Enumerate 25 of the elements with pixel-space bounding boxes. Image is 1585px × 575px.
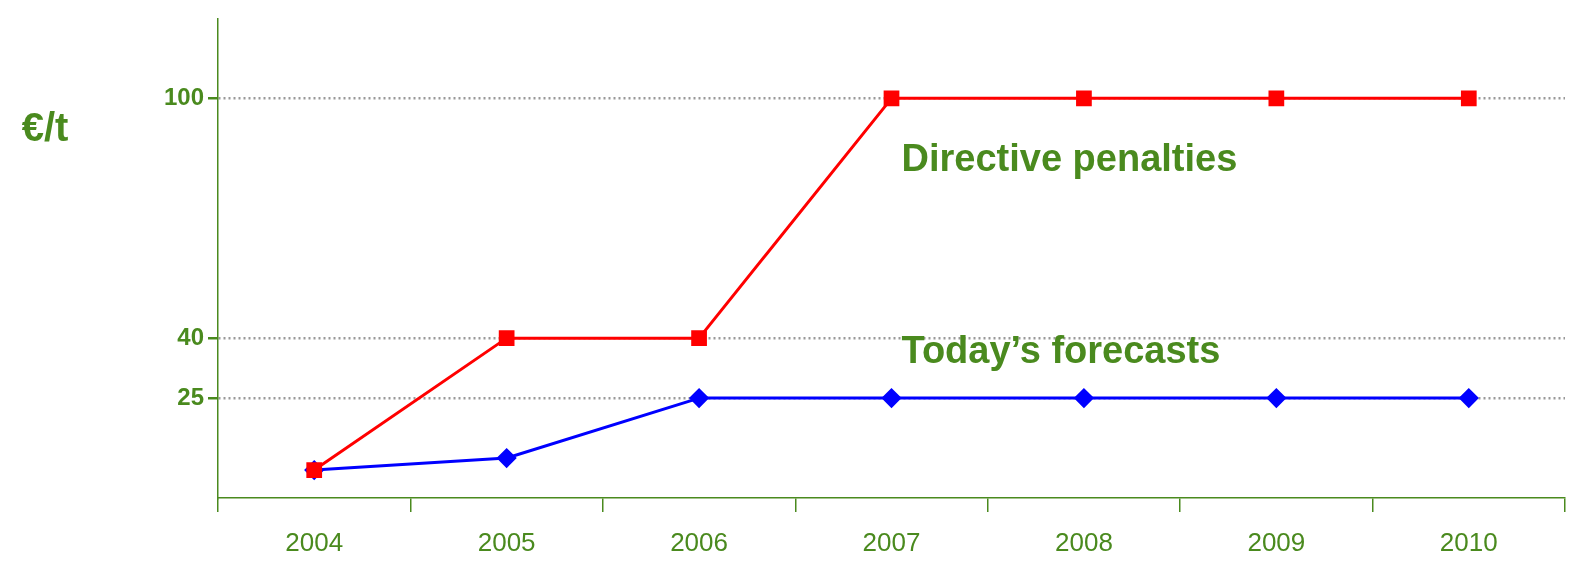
y-tick-label: 100	[163, 82, 204, 110]
y-axis-title: €/t	[21, 105, 69, 150]
y-tick-label: 25	[177, 382, 204, 410]
y-tick-label: 40	[177, 322, 204, 350]
series-label: Today’s forecasts	[901, 328, 1221, 371]
point	[1266, 388, 1286, 408]
series-label: Directive penalties	[901, 136, 1238, 179]
point	[1076, 90, 1092, 107]
point	[1459, 388, 1479, 408]
point	[498, 330, 515, 346]
point	[1074, 388, 1094, 408]
point	[691, 330, 707, 346]
point	[1268, 90, 1285, 107]
point	[1460, 90, 1477, 107]
x-tick-label: 2010	[1439, 526, 1498, 557]
x-tick-label: 2005	[477, 526, 536, 557]
x-tick-label: 2006	[670, 526, 728, 557]
x-tick-label: 2004	[285, 526, 344, 557]
point	[689, 388, 709, 408]
x-tick-label: 2008	[1055, 526, 1113, 557]
point	[882, 388, 901, 408]
point	[497, 448, 517, 468]
x-tick-label: 2009	[1247, 526, 1306, 557]
point	[883, 90, 900, 107]
x-tick-label: 2007	[862, 526, 921, 557]
